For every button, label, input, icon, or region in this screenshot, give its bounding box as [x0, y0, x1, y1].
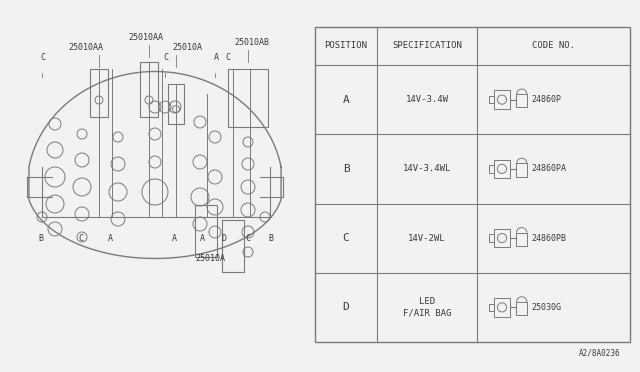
Text: C: C: [78, 234, 83, 243]
Text: A: A: [214, 53, 219, 62]
Text: A2/8A0236: A2/8A0236: [579, 348, 620, 357]
Bar: [168, 84, 184, 124]
Text: SPECIFICATION: SPECIFICATION: [392, 42, 462, 51]
Bar: [516, 94, 527, 108]
Text: LED
F/AIR BAG: LED F/AIR BAG: [403, 297, 451, 317]
Text: D: D: [222, 234, 227, 243]
Bar: [222, 220, 244, 272]
Text: 24860PA: 24860PA: [531, 164, 566, 173]
Text: POSITION: POSITION: [324, 42, 367, 51]
Text: 25010A: 25010A: [172, 43, 202, 52]
Bar: [489, 96, 494, 103]
Text: C: C: [342, 233, 349, 243]
Bar: [494, 229, 510, 247]
Bar: [228, 69, 268, 127]
Text: 14V-2WL: 14V-2WL: [408, 234, 446, 243]
Bar: [195, 205, 217, 257]
Bar: [489, 165, 494, 173]
Bar: [140, 62, 158, 117]
Bar: [494, 160, 510, 178]
Bar: [90, 69, 108, 117]
Text: A: A: [172, 234, 177, 243]
Text: C: C: [40, 53, 45, 62]
Bar: [516, 302, 527, 315]
Text: B: B: [342, 164, 349, 174]
Bar: [489, 234, 494, 242]
Text: C: C: [225, 53, 230, 62]
Text: A: A: [200, 234, 205, 243]
Bar: [494, 90, 510, 109]
Text: 25010AB: 25010AB: [234, 38, 269, 47]
Bar: [494, 298, 510, 317]
Text: B: B: [38, 234, 43, 243]
Text: A: A: [108, 234, 113, 243]
Text: 25010A: 25010A: [195, 254, 225, 263]
Bar: [516, 163, 527, 177]
Text: 25010AA: 25010AA: [128, 33, 163, 42]
Text: C: C: [163, 53, 168, 62]
Text: 25010AA: 25010AA: [68, 43, 103, 52]
Text: 24860PB: 24860PB: [531, 234, 566, 243]
Text: D: D: [342, 302, 349, 312]
Text: 25030G: 25030G: [531, 303, 561, 312]
Bar: [315, 27, 630, 342]
Text: 14V-3.4WL: 14V-3.4WL: [403, 164, 451, 173]
Text: 14V-3.4W: 14V-3.4W: [406, 95, 449, 104]
Text: 24860P: 24860P: [531, 95, 561, 104]
Bar: [516, 232, 527, 246]
Text: B: B: [268, 234, 273, 243]
Text: C: C: [245, 234, 250, 243]
Bar: [489, 304, 494, 311]
Text: CODE NO.: CODE NO.: [532, 42, 575, 51]
Text: A: A: [342, 94, 349, 105]
